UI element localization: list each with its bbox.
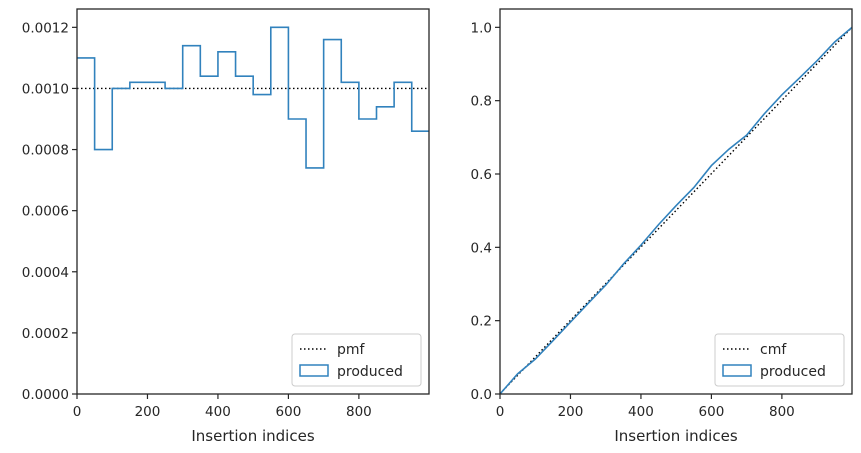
- cmf-chart-legend-produced-swatch: [722, 364, 752, 377]
- pmf-chart-y-tick-label: 0.0004: [22, 265, 69, 281]
- cmf-chart-y-tick-label: 0.4: [471, 240, 492, 256]
- pmf-chart-ticks: 0 200 400 600 800 0.0000 0.0002 0.0004 0.0006 0.0…: [22, 20, 372, 420]
- cmf-chart-x-tick-label: 200: [558, 404, 584, 420]
- cmf-chart-y-tick-label: 0.2: [471, 314, 492, 330]
- cmf-chart-x-tick-label: 800: [769, 404, 795, 420]
- cmf-line-chart: 0 200 400 600 800 0.0 0.2 0.4 0.6 0.8 1.0 Insertio…: [471, 8, 853, 445]
- pmf-histogram-chart: 0 200 400 600 800 0.0000 0.0002 0.0004 0.0006 0.0…: [22, 8, 430, 445]
- cmf-chart-frame: [499, 8, 853, 395]
- pmf-chart-x-tick-label: 400: [205, 404, 231, 420]
- cmf-chart-legend-box: [714, 333, 845, 387]
- pmf-chart-marks: [77, 26, 429, 169]
- cmf-chart-x-axis-label: Insertion indices: [614, 427, 737, 445]
- cmf-chart-y-tick-label: 0.8: [471, 94, 492, 110]
- pmf-chart-x-tick-label: 800: [346, 404, 372, 420]
- pmf-chart-y-tick-label: 0.0010: [22, 81, 69, 97]
- pmf-chart-series-produced-line: [77, 26, 429, 169]
- cmf-chart-x-tick-label: 400: [628, 404, 654, 420]
- pmf-chart-legend-pmf-label: pmf: [337, 342, 366, 358]
- pmf-chart-x-tick-label: 200: [135, 404, 161, 420]
- cmf-chart-y-tick-label: 1.0: [471, 20, 492, 36]
- pmf-chart-legend-box: [291, 333, 422, 387]
- pmf-chart-legend: pmf produced: [291, 333, 422, 387]
- pmf-chart-y-tick-label: 0.0002: [22, 326, 69, 342]
- cmf-chart-series-produced-line: [500, 26, 852, 394]
- cmf-chart-legend: cmf produced: [714, 333, 845, 387]
- cmf-chart-y-tick-label: 0.6: [471, 167, 492, 183]
- cmf-chart-x-tick-label: 0: [496, 404, 505, 420]
- pmf-chart-legend-produced-swatch: [299, 364, 329, 377]
- cmf-chart-y-tick-label: 0.0: [471, 387, 492, 403]
- cmf-chart-legend-produced-label: produced: [760, 364, 826, 380]
- pmf-chart-y-tick-label: 0.0008: [22, 143, 69, 159]
- pmf-chart-y-tick-label: 0.0012: [22, 20, 69, 36]
- cmf-chart-series-cmf-line: [500, 26, 852, 394]
- pmf-chart-y-tick-label: 0.0006: [22, 204, 69, 220]
- pmf-chart-y-tick-label: 0.0000: [22, 387, 69, 403]
- cmf-chart-legend-cmf-label: cmf: [760, 342, 787, 358]
- pmf-chart-frame: [76, 8, 430, 395]
- pmf-chart-x-tick-label: 600: [276, 404, 302, 420]
- pmf-chart-x-axis-label: Insertion indices: [191, 427, 314, 445]
- cmf-chart-ticks: 0 200 400 600 800 0.0 0.2 0.4 0.6 0.8 1.0: [471, 20, 795, 420]
- pmf-chart-legend-produced-label: produced: [337, 364, 403, 380]
- cmf-chart-x-tick-label: 600: [699, 404, 725, 420]
- pmf-chart-x-tick-label: 0: [73, 404, 82, 420]
- cmf-chart-marks: [500, 26, 852, 394]
